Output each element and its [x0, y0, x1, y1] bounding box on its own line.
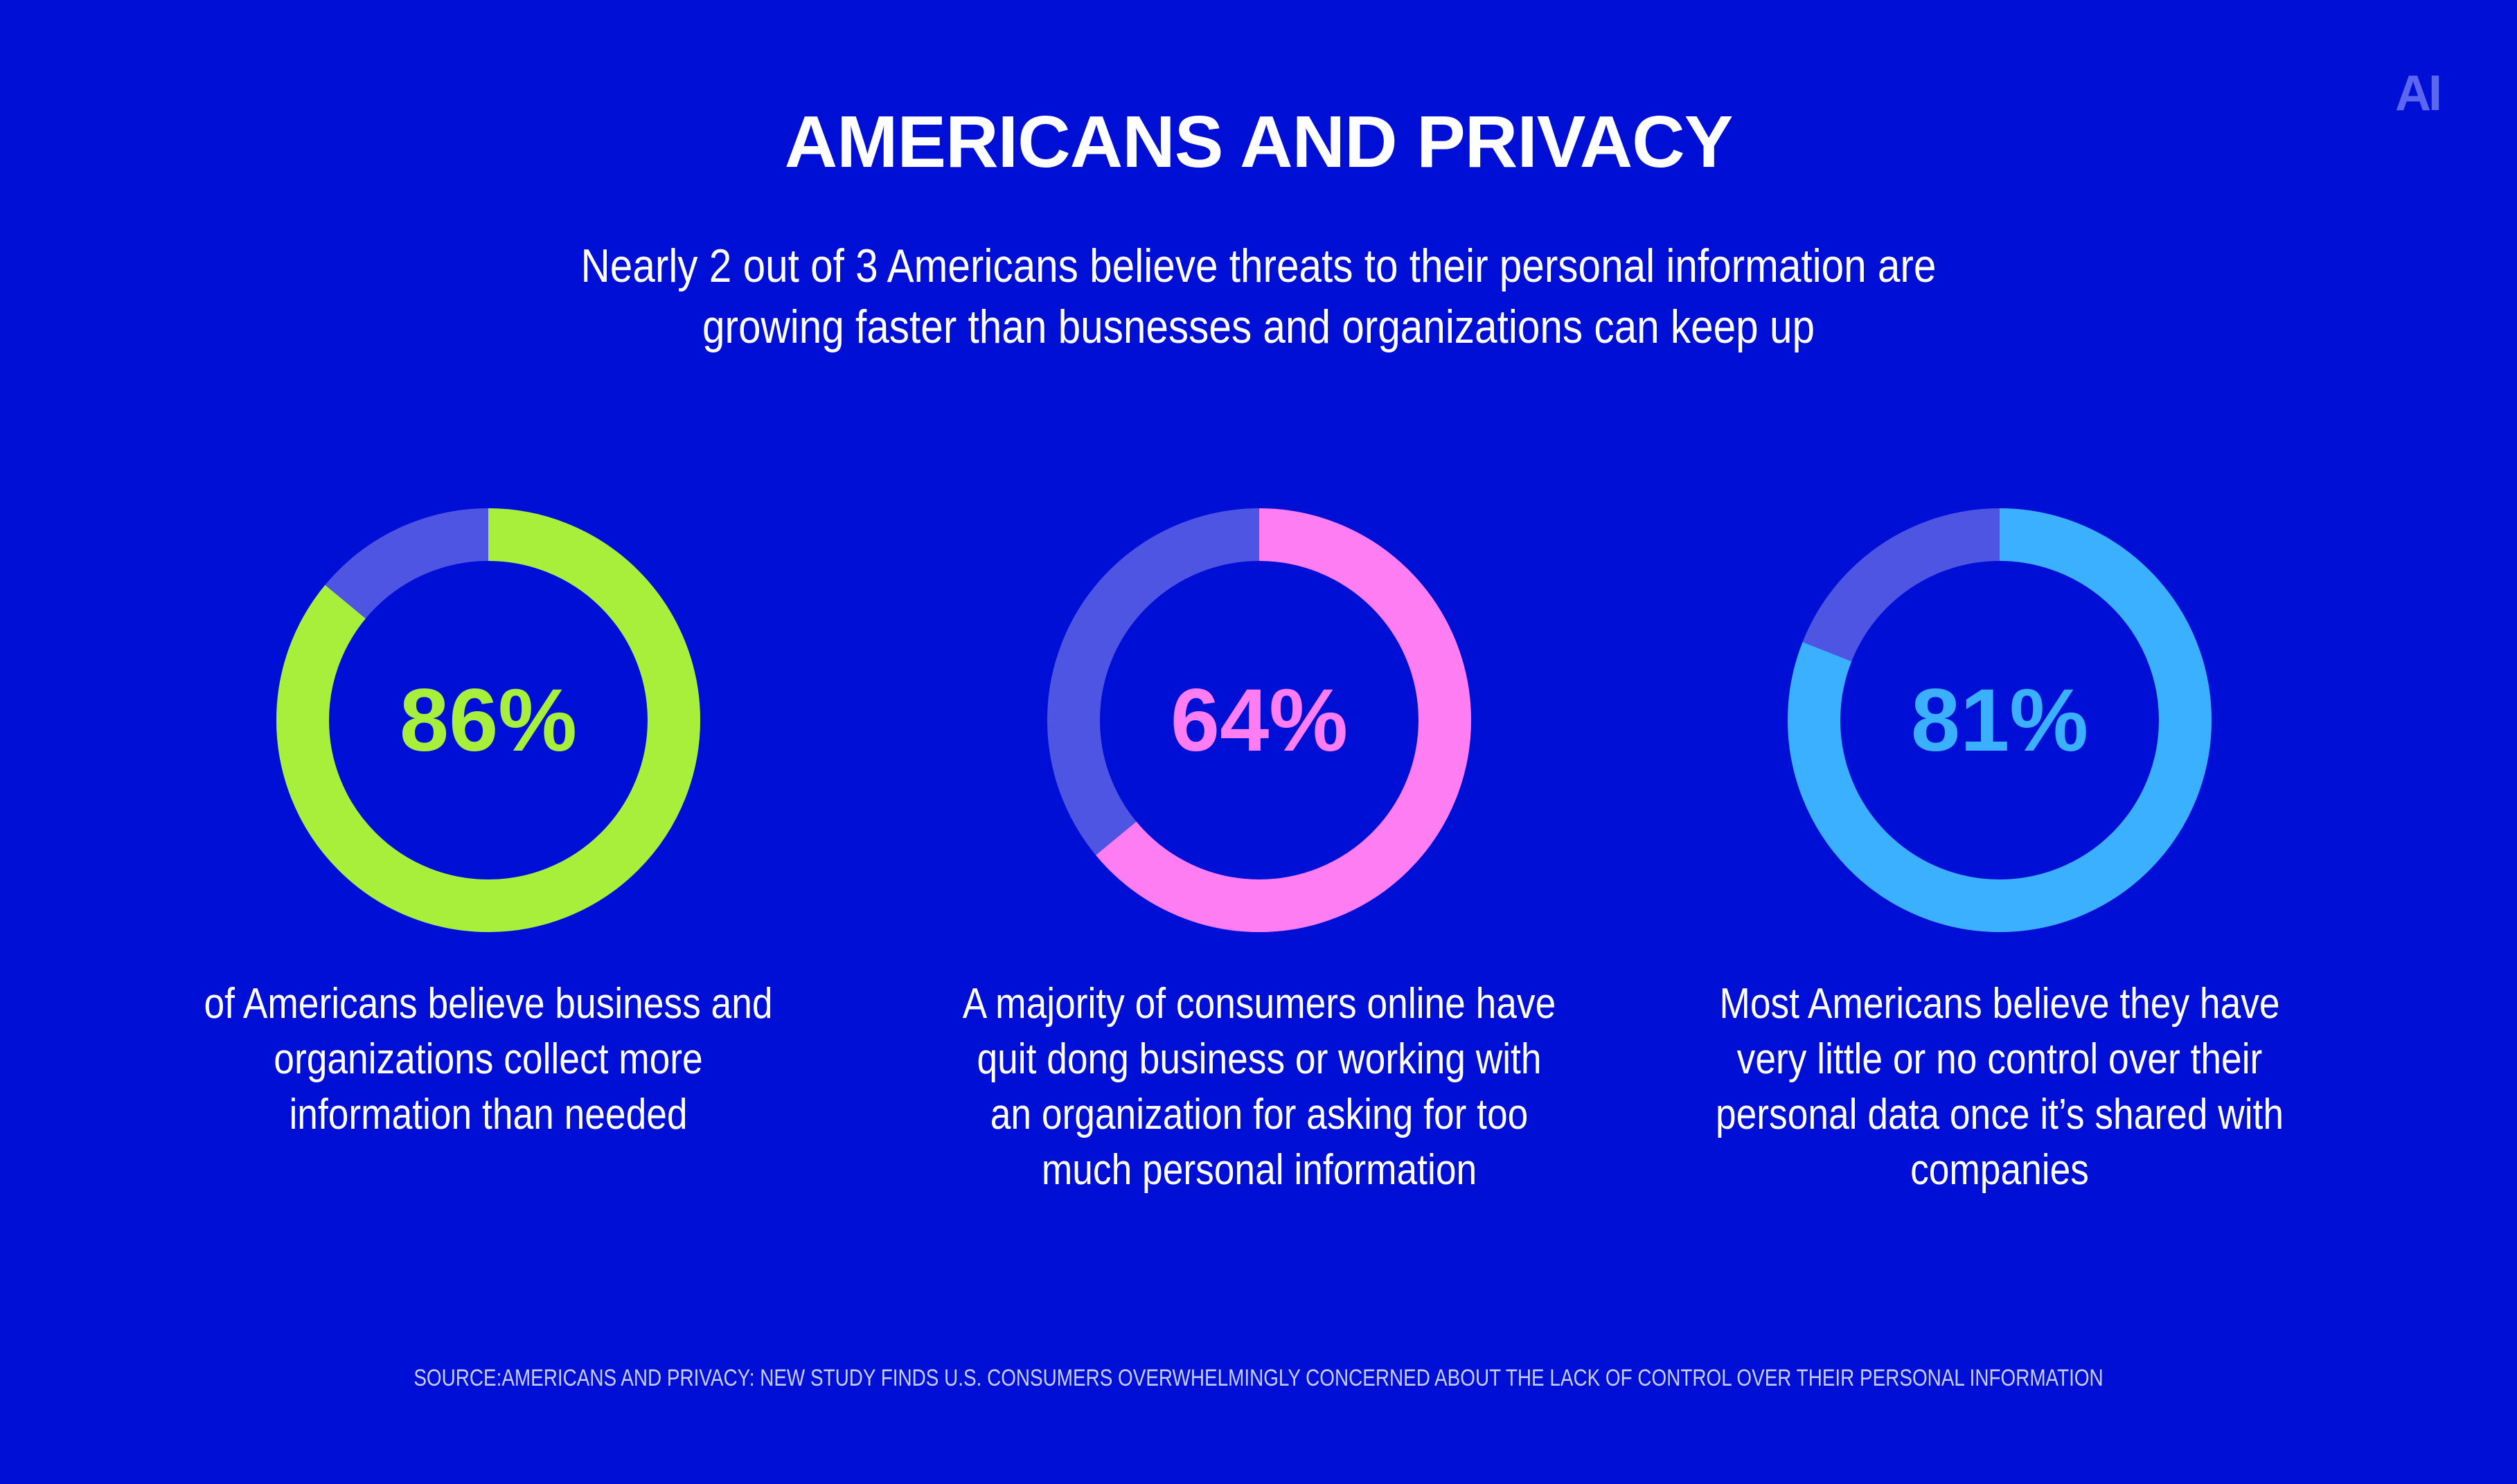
donut-chart — [1047, 508, 1471, 932]
brand-logo: AI — [2395, 66, 2442, 121]
page-title: AMERICANS AND PRIVACY — [784, 101, 1734, 183]
donut-description: Most Americans believe they have very li… — [1715, 980, 2284, 1194]
donut-chart — [276, 508, 700, 932]
donut-arc — [1788, 508, 2212, 932]
donut-panel-81: 81% Most Americans believe they have ver… — [1653, 502, 2346, 1198]
donut-arc — [1047, 508, 1471, 932]
source-note: SOURCE:AMERICANS AND PRIVACY: NEW STUDY … — [413, 1365, 2104, 1391]
donut-chart — [1788, 508, 2212, 932]
percent-label: 64% — [1170, 670, 1349, 770]
percent-label: 86% — [399, 670, 578, 770]
donut-arc — [276, 508, 700, 932]
donut-panel-64: 64% A majority of consumers online have … — [913, 502, 1606, 1198]
percent-label: 81% — [1910, 670, 2089, 770]
page-subtitle: Nearly 2 out of 3 Americans believe thre… — [580, 240, 1937, 353]
donut-description: of Americans believe business and organi… — [204, 980, 773, 1138]
donut-panel-86: 86% of Americans believe business and or… — [142, 502, 835, 1143]
donut-description: A majority of consumers online have quit… — [962, 980, 1556, 1194]
